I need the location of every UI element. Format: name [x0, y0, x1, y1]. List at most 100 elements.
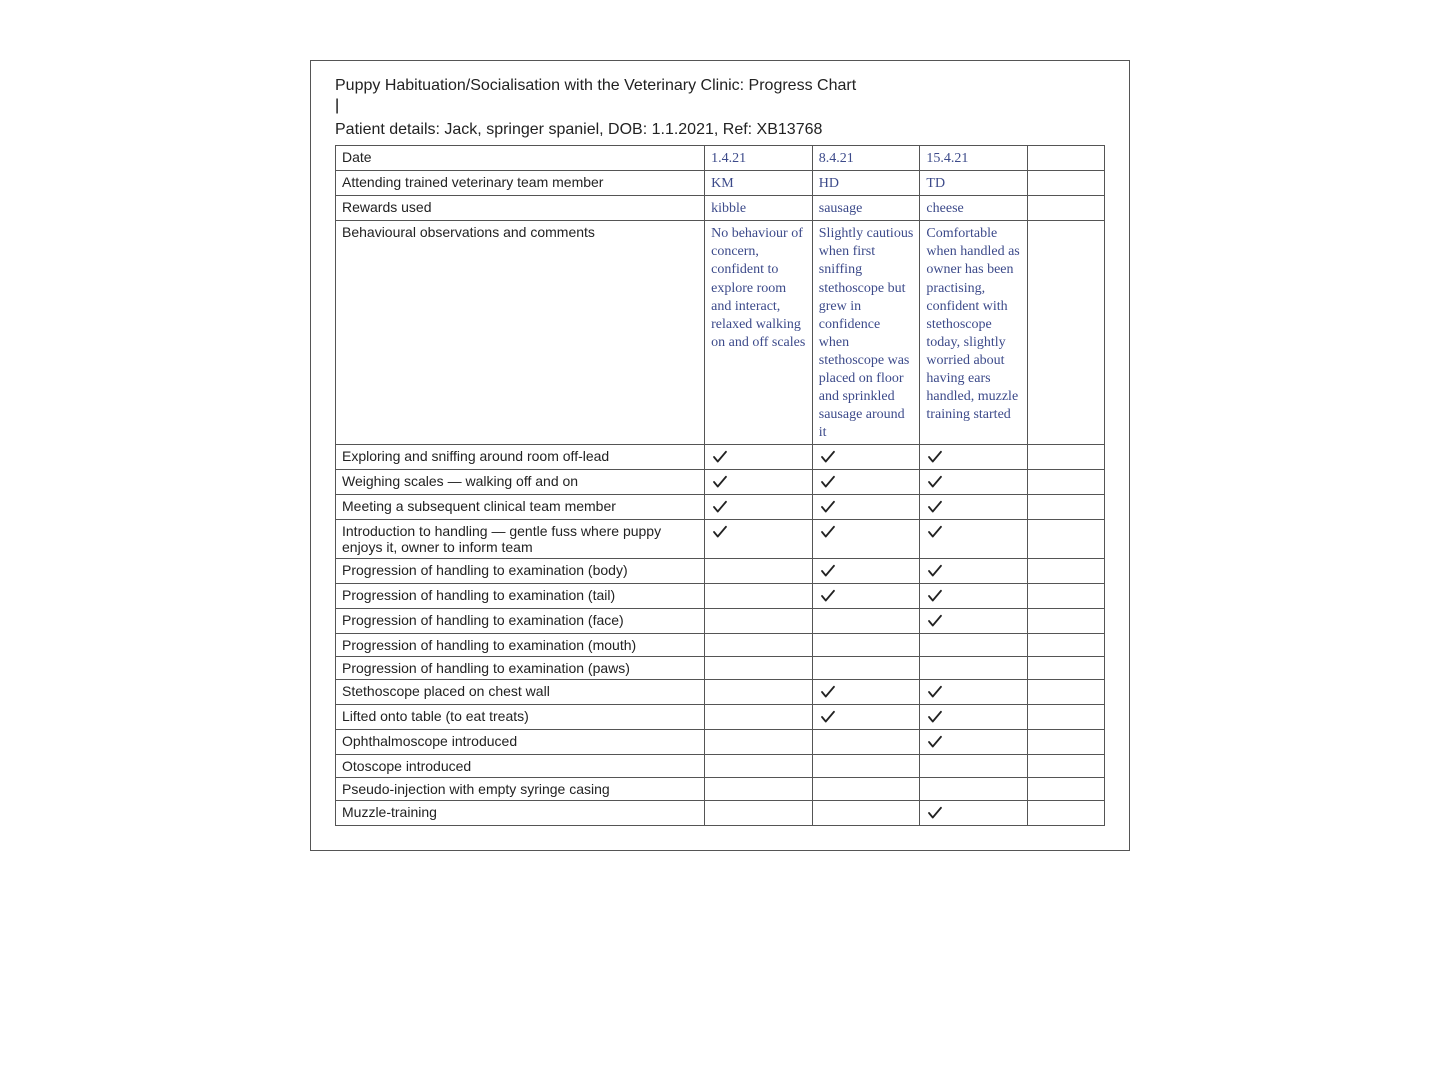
table-row: Progression of handling to examination (… — [336, 634, 1105, 657]
row-label-cell: Muzzle-training — [336, 801, 705, 826]
table-row: Otoscope introduced — [336, 755, 1105, 778]
row-data-cell — [705, 755, 813, 778]
row-data-cell — [705, 495, 813, 520]
table-row: Exploring and sniffing around room off-l… — [336, 445, 1105, 470]
row-data-cell: kibble — [705, 196, 813, 221]
row-label-cell: Ophthalmoscope introduced — [336, 730, 705, 755]
check-icon — [926, 448, 1021, 466]
check-icon — [926, 587, 1021, 605]
row-label-cell: Exploring and sniffing around room off-l… — [336, 445, 705, 470]
header-blank-cell — [1028, 146, 1105, 171]
row-data-cell — [920, 470, 1028, 495]
table-row: Stethoscope placed on chest wall — [336, 680, 1105, 705]
hand-entry: kibble — [711, 201, 746, 216]
row-data-cell — [812, 778, 920, 801]
row-label-cell: Progression of handling to examination (… — [336, 657, 705, 680]
row-data-cell — [920, 657, 1028, 680]
hand-entry: TD — [926, 176, 945, 191]
row-blank-cell — [1028, 221, 1105, 445]
row-blank-cell — [1028, 609, 1105, 634]
table-row: Rewards used kibble sausage cheese — [336, 196, 1105, 221]
row-data-cell — [705, 730, 813, 755]
row-label-cell: Progression of handling to examination (… — [336, 634, 705, 657]
row-data-cell — [920, 755, 1028, 778]
row-data-cell — [812, 801, 920, 826]
row-blank-cell — [1028, 520, 1105, 559]
hand-entry: KM — [711, 176, 734, 191]
row-data-cell — [812, 755, 920, 778]
header-label-cell: Date — [336, 146, 705, 171]
row-data-cell: sausage — [812, 196, 920, 221]
row-label-cell: Rewards used — [336, 196, 705, 221]
row-data-cell — [812, 559, 920, 584]
table-row: Attending trained veterinary team member… — [336, 171, 1105, 196]
check-icon — [819, 708, 914, 726]
row-blank-cell — [1028, 801, 1105, 826]
row-data-cell — [705, 559, 813, 584]
table-row: Progression of handling to examination (… — [336, 609, 1105, 634]
row-data-cell — [920, 559, 1028, 584]
row-data-cell — [812, 609, 920, 634]
row-label-cell: Behavioural observations and comments — [336, 221, 705, 445]
row-blank-cell — [1028, 196, 1105, 221]
row-data-cell — [812, 680, 920, 705]
table-row: Ophthalmoscope introduced — [336, 730, 1105, 755]
row-data-cell — [920, 584, 1028, 609]
check-icon — [819, 683, 914, 701]
row-data-cell — [705, 470, 813, 495]
row-blank-cell — [1028, 584, 1105, 609]
row-data-cell — [812, 445, 920, 470]
table-row: Lifted onto table (to eat treats) — [336, 705, 1105, 730]
row-label-cell: Attending trained veterinary team member — [336, 171, 705, 196]
check-icon — [819, 473, 914, 491]
row-data-cell — [705, 778, 813, 801]
date-value: 15.4.21 — [926, 151, 968, 166]
row-label-cell: Progression of handling to examination (… — [336, 584, 705, 609]
row-blank-cell — [1028, 657, 1105, 680]
row-label-cell: Introduction to handling — gentle fuss w… — [336, 520, 705, 559]
row-label-cell: Progression of handling to examination (… — [336, 609, 705, 634]
row-data-cell — [920, 801, 1028, 826]
row-blank-cell — [1028, 634, 1105, 657]
check-icon — [819, 562, 914, 580]
row-data-cell — [812, 495, 920, 520]
row-data-cell — [920, 520, 1028, 559]
check-icon — [926, 733, 1021, 751]
row-data-cell — [812, 634, 920, 657]
row-data-cell — [705, 634, 813, 657]
check-icon — [926, 708, 1021, 726]
chart-title: Puppy Habituation/Socialisation with the… — [335, 77, 1105, 95]
text-cursor: | — [335, 97, 339, 115]
row-label-cell: Weighing scales — walking off and on — [336, 470, 705, 495]
row-data-cell — [812, 470, 920, 495]
hand-entry: cheese — [926, 201, 963, 216]
row-blank-cell — [1028, 730, 1105, 755]
check-icon — [711, 473, 806, 491]
check-icon — [926, 804, 1021, 822]
row-data-cell: Comfortable when handled as owner has be… — [920, 221, 1028, 445]
row-data-cell — [920, 445, 1028, 470]
chart-page: Puppy Habituation/Socialisation with the… — [310, 60, 1130, 851]
check-icon — [819, 498, 914, 516]
row-blank-cell — [1028, 470, 1105, 495]
row-data-cell — [920, 730, 1028, 755]
table-row: Progression of handling to examination (… — [336, 657, 1105, 680]
hand-entry: No behaviour of concern, confident to ex… — [711, 226, 805, 350]
check-icon — [926, 612, 1021, 630]
row-data-cell — [705, 520, 813, 559]
check-icon — [819, 448, 914, 466]
row-data-cell: No behaviour of concern, confident to ex… — [705, 221, 813, 445]
table-header-row: Date1.4.218.4.2115.4.21 — [336, 146, 1105, 171]
row-data-cell — [705, 705, 813, 730]
row-data-cell — [812, 520, 920, 559]
row-data-cell — [920, 495, 1028, 520]
row-blank-cell — [1028, 495, 1105, 520]
check-icon — [926, 523, 1021, 541]
header-date-cell: 15.4.21 — [920, 146, 1028, 171]
row-data-cell — [812, 584, 920, 609]
check-icon — [711, 498, 806, 516]
row-data-cell: HD — [812, 171, 920, 196]
check-icon — [926, 562, 1021, 580]
row-data-cell: cheese — [920, 196, 1028, 221]
row-data-cell — [920, 634, 1028, 657]
